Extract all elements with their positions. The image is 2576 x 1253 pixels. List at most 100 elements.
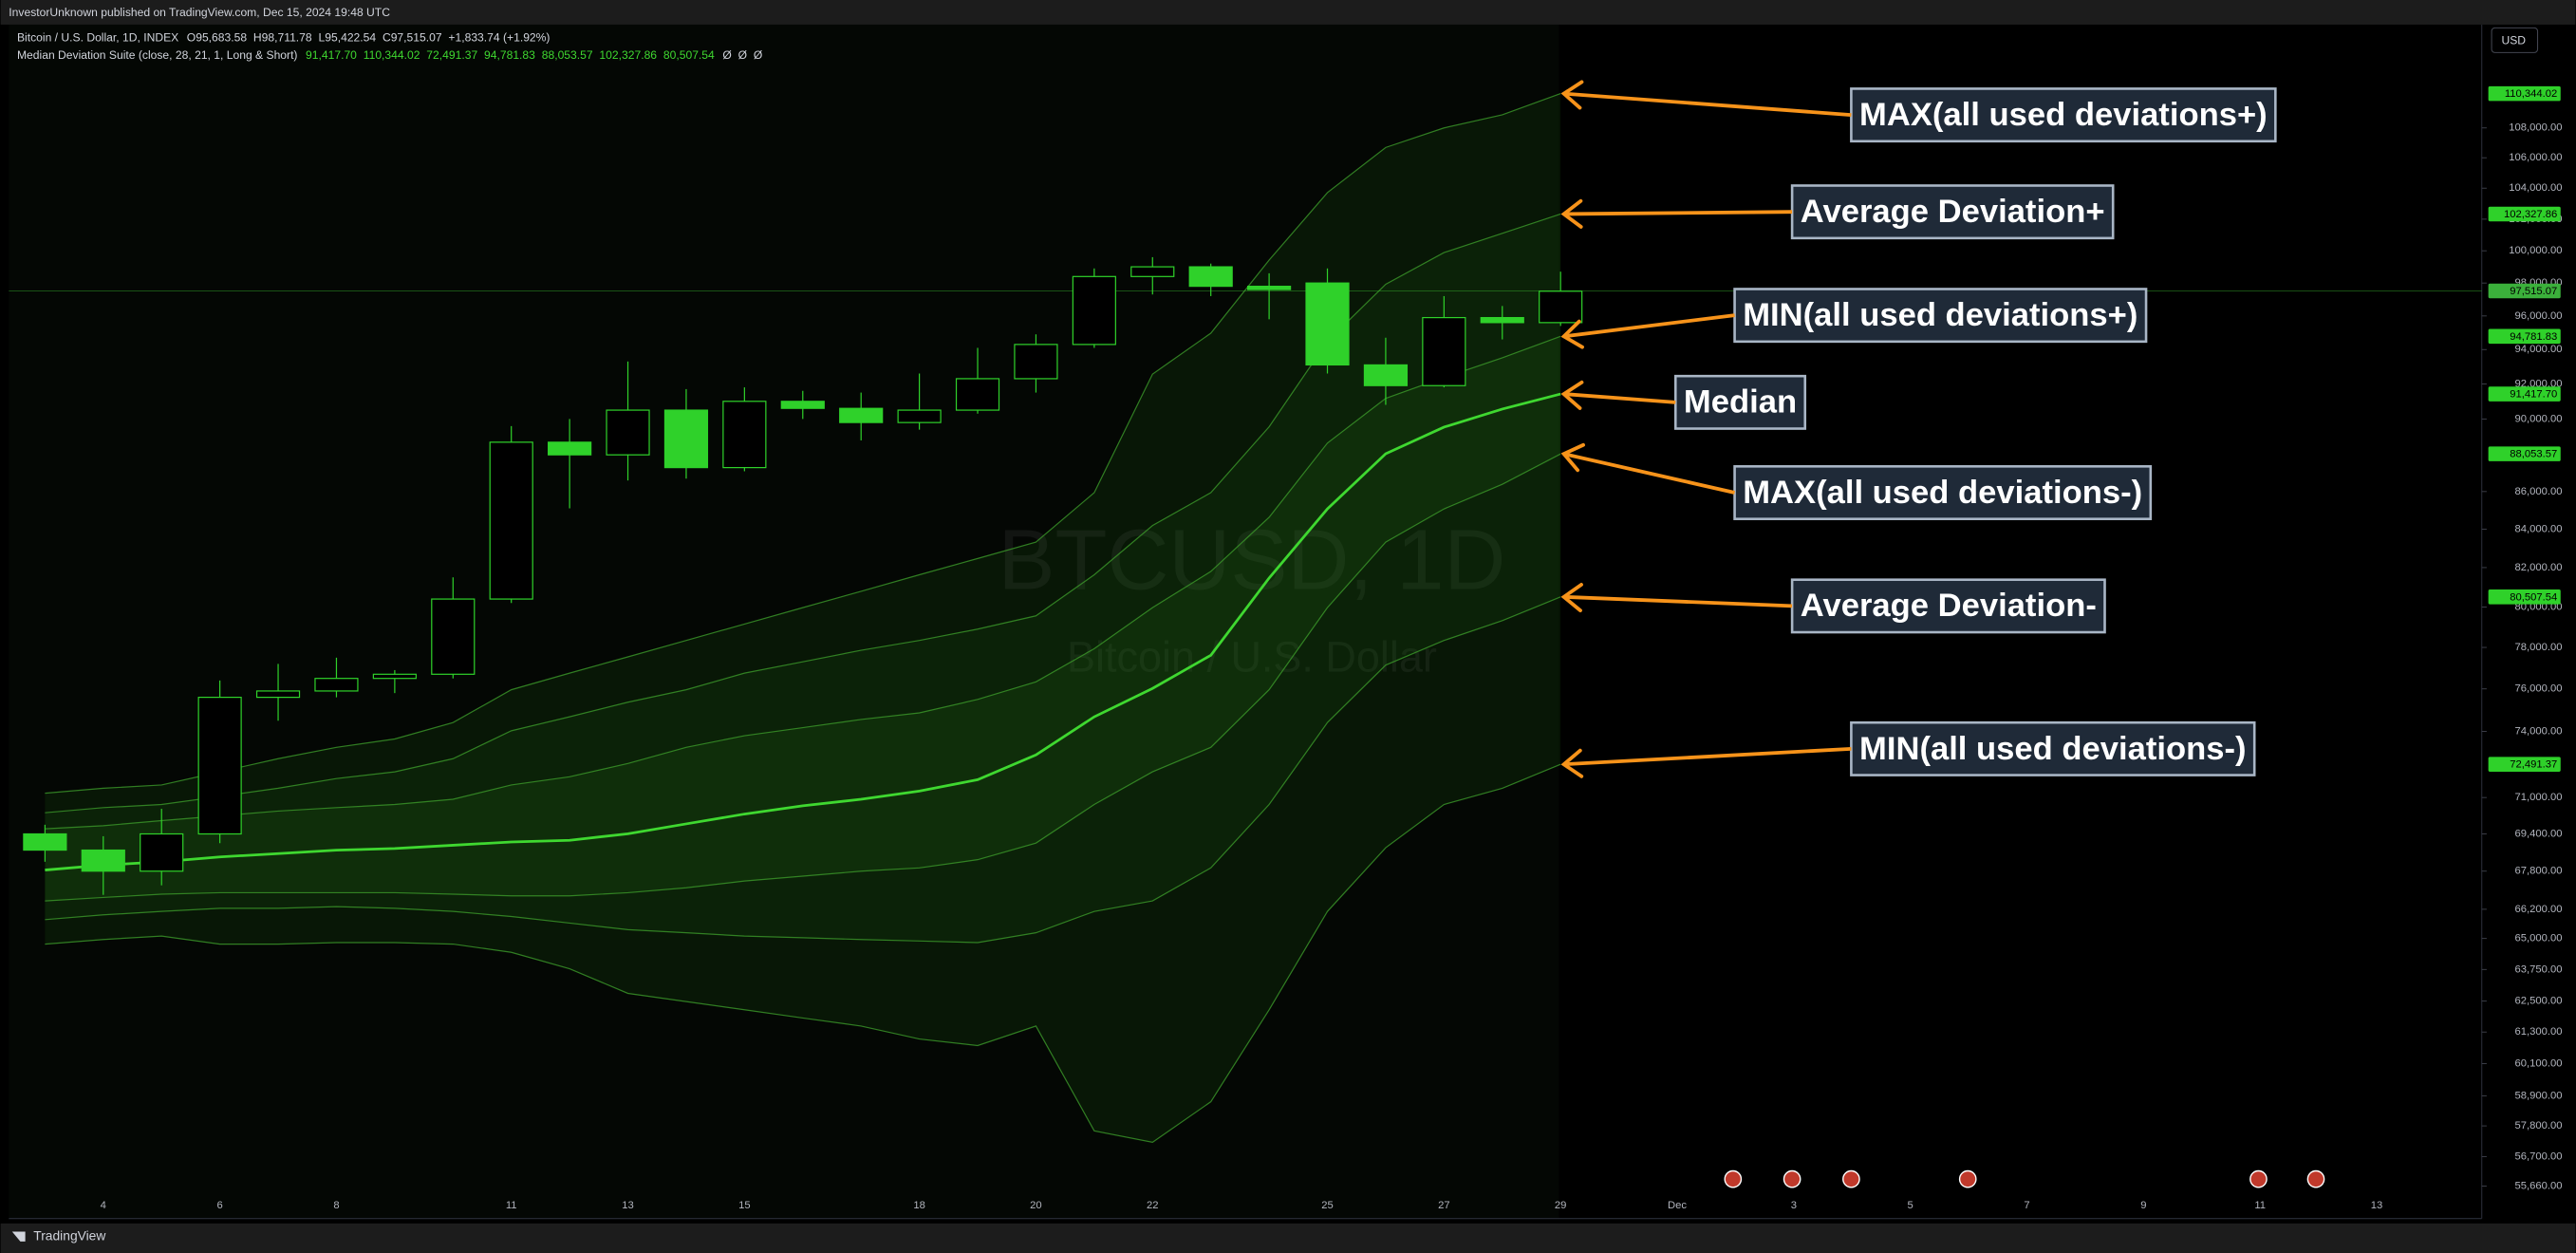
- candle-body: [897, 409, 942, 423]
- y-tick-label: 60,100.00: [2515, 1057, 2563, 1069]
- band-fill: [45, 214, 1561, 830]
- y-tick-label: 65,000.00: [2515, 933, 2563, 944]
- y-tick-label: 67,800.00: [2515, 866, 2563, 877]
- annotation-box: [1790, 578, 2106, 634]
- band-fill: [45, 336, 1561, 870]
- y-tick-label: 100,000.00: [2509, 245, 2562, 256]
- top-bar: [0, 0, 2576, 25]
- x-tick-label: Dec: [1668, 1200, 1687, 1211]
- event-icon[interactable]: [1724, 1169, 1743, 1188]
- indicator-legend: Median Deviation Suite (close, 28, 21, 1…: [17, 48, 763, 62]
- price-tag: [2488, 328, 2561, 345]
- ohlc-key: H: [253, 31, 262, 45]
- price-tag: [2488, 446, 2561, 461]
- x-tick-label: 13: [622, 1200, 634, 1211]
- median-line: [45, 392, 1561, 871]
- y-tick-label: 55,660.00: [2515, 1181, 2563, 1192]
- candle-body: [722, 401, 767, 469]
- annotation-label: MIN(all used deviations-): [1859, 731, 2247, 767]
- y-tick-label: 71,000.00: [2515, 792, 2563, 803]
- price-tag-label: 72,491.37: [2510, 759, 2557, 771]
- candle-body: [780, 401, 825, 409]
- annotation-box: [1850, 87, 2277, 143]
- x-tick-label: 15: [738, 1200, 750, 1211]
- annotation-box: [1733, 465, 2153, 520]
- candle-body: [955, 378, 1000, 411]
- ohlc-value: 95,422.54: [325, 31, 376, 45]
- event-icon[interactable]: [1783, 1169, 1801, 1188]
- annotation-arrowhead: [1560, 319, 1584, 349]
- ohlc-key: L: [319, 31, 326, 45]
- price-tag-label: 94,781.83: [2510, 331, 2557, 343]
- indicator-value: 94,781.83: [484, 48, 535, 62]
- watermark-description: Bitcoin / U.S. Dollar: [1067, 632, 1437, 681]
- annotation: Median: [1560, 374, 1807, 430]
- annotation: MIN(all used deviations+): [1560, 288, 2148, 349]
- event-icon[interactable]: [2249, 1169, 2268, 1188]
- band-fill: [45, 93, 1561, 814]
- y-tick-label: 66,200.00: [2515, 904, 2563, 915]
- event-icons: [1724, 1169, 2325, 1188]
- currency-button-label[interactable]: USD: [2501, 33, 2526, 47]
- annotation-arrowhead: [1560, 380, 1584, 410]
- indicator-value: 102,327.86: [599, 48, 657, 62]
- y-tick-label: 96,000.00: [2515, 310, 2563, 322]
- x-tick-label: 8: [333, 1200, 339, 1211]
- footer-logo: [11, 1231, 26, 1242]
- y-tick-label: 84,000.00: [2515, 523, 2563, 534]
- event-icon[interactable]: [1958, 1169, 1977, 1188]
- indicator-empty: Ø: [738, 48, 748, 62]
- candle-body: [1188, 266, 1233, 288]
- annotation-arrow: [1563, 210, 1793, 216]
- x-tick-label: 18: [913, 1200, 925, 1211]
- annotation-arrowhead: [1560, 442, 1585, 473]
- currency-button[interactable]: USD: [2491, 27, 2539, 53]
- y-tick-label: 106,000.00: [2509, 152, 2562, 163]
- annotation: MAX(all used deviations-): [1560, 442, 2153, 520]
- watermark-symbol: BTCUSD, 1D: [999, 514, 1506, 608]
- annotation-arrow: [1563, 746, 1852, 767]
- candle-body: [1014, 344, 1058, 380]
- footer-brand: TradingView: [33, 1227, 106, 1243]
- band-fill: [45, 394, 1561, 902]
- annotation-label: Average Deviation-: [1801, 588, 2097, 624]
- indicator-value: 80,507.54: [663, 48, 715, 62]
- deviation-line: [45, 453, 1561, 902]
- change: +1,833.74 (+1.92%): [448, 31, 550, 45]
- y-tick-label: 57,800.00: [2515, 1120, 2563, 1131]
- event-icon[interactable]: [2306, 1169, 2325, 1188]
- candle-body: [839, 407, 884, 423]
- y-tick-label: 86,000.00: [2515, 486, 2563, 497]
- y-tick-label: 78,000.00: [2515, 642, 2563, 653]
- band-fill: [45, 596, 1561, 1143]
- annotation: Average Deviation+: [1560, 184, 2115, 240]
- price-tag-label: 102,327.86: [2504, 209, 2557, 220]
- y-tick-label: 56,700.00: [2515, 1150, 2563, 1162]
- y-tick-label: 108,000.00: [2509, 122, 2562, 134]
- annotation-arrow: [1563, 392, 1676, 404]
- candle-body: [606, 409, 650, 456]
- candle-body: [314, 678, 359, 692]
- y-tick-label: 63,750.00: [2515, 963, 2563, 975]
- annotation-arrowhead: [1560, 198, 1583, 229]
- x-tick-label: 13: [2371, 1200, 2383, 1211]
- symbol-legend: Bitcoin / U.S. Dollar, 1D, INDEX O95,683…: [17, 31, 550, 45]
- candle-body: [1539, 290, 1583, 324]
- indicator-value: 110,344.02: [364, 48, 420, 62]
- candle-body: [1363, 364, 1409, 386]
- x-tick-label: 25: [1321, 1200, 1334, 1211]
- ohlc-key: C: [383, 31, 391, 45]
- price-tag: [2488, 386, 2561, 402]
- x-tick-label: 11: [506, 1200, 517, 1211]
- currency-button-box[interactable]: [2491, 27, 2539, 53]
- ohlc-value: 97,515.07: [391, 31, 442, 45]
- y-tick-label: 62,500.00: [2515, 996, 2563, 1007]
- price-tag-label: 91,417.70: [2510, 389, 2557, 401]
- price-tag-label: 80,507.54: [2510, 591, 2557, 603]
- candle-body: [1422, 316, 1466, 386]
- candle-body: [255, 690, 301, 699]
- event-icon[interactable]: [1842, 1169, 1860, 1188]
- x-tick-label: 9: [2140, 1200, 2146, 1211]
- deviation-line: [45, 763, 1561, 1144]
- ohlc-value: 95,683.58: [196, 31, 247, 45]
